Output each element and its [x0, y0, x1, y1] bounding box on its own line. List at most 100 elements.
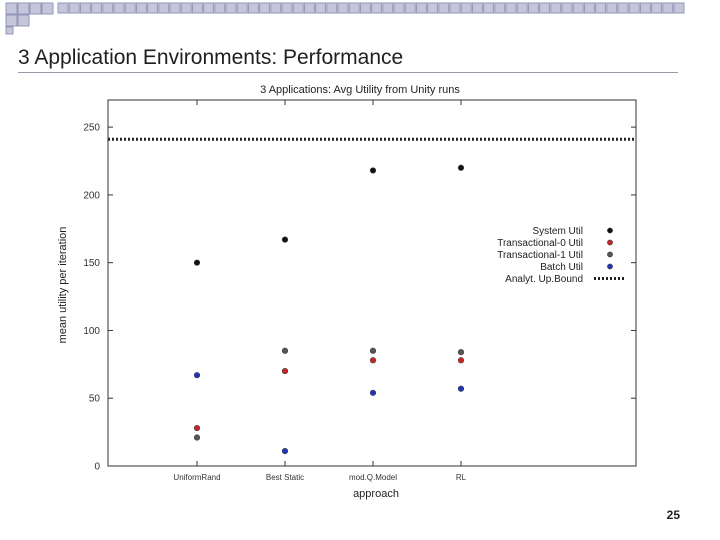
- deco-square: [17, 2, 30, 15]
- x-tick-label: RL: [456, 473, 467, 482]
- deco-square: [505, 2, 517, 14]
- deco-square: [583, 2, 595, 14]
- title-divider: [18, 72, 678, 73]
- legend-label: Analyt. Up.Bound: [505, 274, 583, 285]
- deco-square: [348, 2, 360, 14]
- x-tick-label: Best Static: [266, 473, 304, 482]
- deco-square: [606, 2, 618, 14]
- deco-square: [449, 2, 461, 14]
- system-util-point: [369, 167, 377, 174]
- deco-square: [158, 2, 170, 14]
- deco-square: [471, 2, 483, 14]
- deco-square: [639, 2, 651, 14]
- deco-square: [29, 2, 42, 15]
- deco-square: [5, 2, 18, 15]
- deco-square: [326, 2, 338, 14]
- deco-square: [169, 2, 181, 14]
- transactional-1-point: [369, 347, 377, 354]
- deco-square: [236, 2, 248, 14]
- system-util-point: [457, 164, 465, 171]
- deco-square: [359, 2, 371, 14]
- transactional-0-point: [281, 368, 289, 375]
- deco-square: [214, 2, 226, 14]
- deco-square: [427, 2, 439, 14]
- deco-square: [494, 2, 506, 14]
- batch-util-point: [193, 372, 201, 379]
- y-tick-label: 0: [94, 462, 100, 473]
- y-tick-label: 50: [89, 394, 101, 405]
- deco-square: [5, 14, 18, 27]
- system-util-point: [193, 259, 201, 266]
- deco-square: [673, 2, 685, 14]
- legend-marker: [607, 251, 613, 258]
- y-tick-label: 150: [83, 258, 100, 269]
- legend-label: Batch Util: [540, 262, 583, 273]
- deco-square: [135, 2, 147, 14]
- deco-square: [247, 2, 259, 14]
- batch-util-point: [281, 447, 289, 455]
- transactional-0-point: [457, 357, 465, 364]
- deco-square: [595, 2, 607, 14]
- deco-square: [617, 2, 629, 14]
- plot-frame: [107, 99, 637, 467]
- deco-square: [91, 2, 103, 14]
- y-tick-label: 200: [83, 190, 100, 201]
- chart-title: 3 Applications: Avg Utility from Unity r…: [260, 84, 460, 96]
- y-tick-label: 100: [83, 326, 100, 337]
- batch-util-point: [369, 389, 377, 396]
- deco-square: [337, 2, 349, 14]
- y-axis-label: mean utility per iteration: [57, 227, 69, 344]
- deco-square: [628, 2, 640, 14]
- legend-label: System Util: [532, 226, 583, 237]
- legend-label: Transactional-0 Util: [497, 238, 583, 249]
- page-number: 25: [666, 508, 680, 522]
- deco-square: [124, 2, 136, 14]
- deco-square: [5, 26, 14, 35]
- title-decoration: [5, 2, 685, 35]
- deco-square: [572, 2, 584, 14]
- x-tick-label: mod.Q.Model: [349, 473, 397, 482]
- deco-square: [516, 2, 528, 14]
- slide-title: 3 Application Environments: Performance: [18, 46, 404, 69]
- x-axis-label: approach: [353, 488, 399, 500]
- x-tick-label: UniformRand: [173, 473, 220, 482]
- deco-square: [270, 2, 282, 14]
- deco-square: [225, 2, 237, 14]
- deco-square: [281, 2, 293, 14]
- deco-square: [292, 2, 304, 14]
- deco-square: [147, 2, 159, 14]
- deco-square: [539, 2, 551, 14]
- deco-square: [460, 2, 472, 14]
- deco-square: [561, 2, 573, 14]
- legend-marker: [607, 263, 613, 270]
- transactional-0-point: [369, 357, 377, 364]
- deco-square: [382, 2, 394, 14]
- deco-square: [483, 2, 495, 14]
- transactional-1-point: [457, 349, 465, 356]
- deco-square: [191, 2, 203, 14]
- deco-square: [651, 2, 663, 14]
- deco-square: [550, 2, 562, 14]
- deco-square: [527, 2, 539, 14]
- deco-square: [68, 2, 80, 14]
- legend-marker: [607, 227, 613, 234]
- deco-square: [17, 14, 30, 27]
- deco-square: [203, 2, 215, 14]
- deco-square: [41, 2, 54, 15]
- deco-square: [438, 2, 450, 14]
- deco-square: [180, 2, 192, 14]
- system-util-point: [281, 236, 289, 243]
- deco-square: [57, 2, 69, 14]
- batch-util-point: [457, 385, 465, 392]
- deco-square: [415, 2, 427, 14]
- transactional-1-point: [281, 347, 289, 354]
- deco-square: [259, 2, 271, 14]
- deco-square: [371, 2, 383, 14]
- deco-square: [315, 2, 327, 14]
- deco-square: [303, 2, 315, 14]
- deco-square: [662, 2, 674, 14]
- deco-square: [113, 2, 125, 14]
- deco-square: [102, 2, 114, 14]
- deco-square: [79, 2, 91, 14]
